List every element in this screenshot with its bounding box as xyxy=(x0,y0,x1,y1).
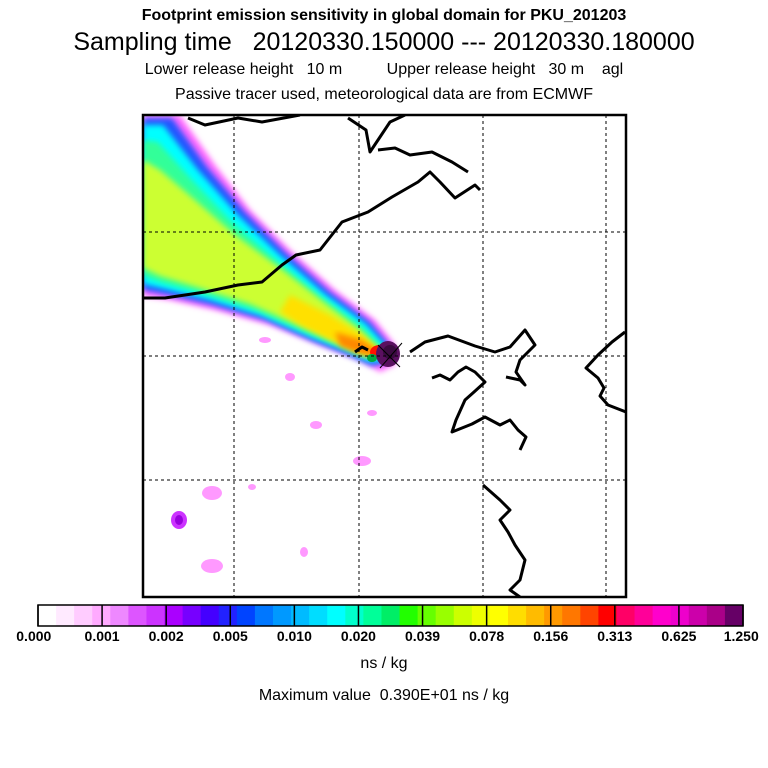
colorbar-swatch xyxy=(724,605,744,626)
colorbar-frame xyxy=(37,604,744,627)
colorbar-swatch xyxy=(110,605,129,626)
colorbar-tick-label: 0.020 xyxy=(340,628,376,644)
colorbar-tick-label: 0.000 xyxy=(16,628,52,644)
colorbar-swatch xyxy=(652,605,672,626)
colorbar-swatch xyxy=(544,605,563,626)
colorbar-swatch xyxy=(381,605,401,626)
colorbar-swatch xyxy=(182,605,202,626)
map-frame xyxy=(141,113,628,599)
colorbar-tick-label: 0.001 xyxy=(84,628,120,644)
colorbar-swatch xyxy=(417,605,437,626)
colorbar-swatch xyxy=(688,605,708,626)
plume xyxy=(143,115,400,573)
colorbar-swatch xyxy=(399,605,419,626)
colorbar-swatch xyxy=(616,605,636,626)
colorbar-tick-label: 1.250 xyxy=(723,628,759,644)
colorbar-swatch xyxy=(453,605,473,626)
colorbar-swatch xyxy=(38,605,57,626)
plume-core-green xyxy=(367,354,377,362)
colorbar-swatch xyxy=(345,605,364,626)
colorbar-swatch xyxy=(580,605,599,626)
colorbar-tick-label: 0.002 xyxy=(148,628,184,644)
release-heights: Lower release height 10 m Upper release … xyxy=(144,61,624,78)
colorbar-swatch xyxy=(670,605,690,626)
colorbar-swatch xyxy=(471,605,491,626)
colorbar-tick-label: 0.005 xyxy=(212,628,248,644)
colorbar-swatch xyxy=(236,605,256,626)
colorbar-swatch xyxy=(254,605,274,626)
colorbar-unit: ns / kg xyxy=(360,655,408,672)
colorbar-tick-label: 0.313 xyxy=(597,628,633,644)
colorbar-swatch xyxy=(435,605,455,626)
colorbar-swatch xyxy=(273,605,292,626)
colorbar-swatch xyxy=(56,605,75,626)
colorbar-tick-label: 0.078 xyxy=(469,628,505,644)
colorbar-swatch xyxy=(291,605,310,626)
colorbar xyxy=(37,604,744,627)
colorbar-swatch xyxy=(634,605,654,626)
plume-band-yellowgreen xyxy=(143,160,378,356)
colorbar-swatch xyxy=(327,605,346,626)
colorbar-swatch xyxy=(309,605,328,626)
colorbar-swatch xyxy=(146,605,166,626)
coastlines xyxy=(143,115,626,597)
colorbar-tick-label: 0.156 xyxy=(533,628,569,644)
colorbar-swatch xyxy=(489,605,509,626)
colorbar-swatch xyxy=(508,605,527,626)
colorbar-swatch xyxy=(363,605,383,626)
plot-title: Footprint emission sensitivity in global… xyxy=(141,7,627,24)
colorbar-swatch xyxy=(164,605,184,626)
colorbar-tick-label: 0.039 xyxy=(405,628,441,644)
colorbar-swatch xyxy=(200,605,220,626)
maximum-value: Maximum value 0.390E+01 ns / kg xyxy=(258,687,510,704)
colorbar-swatch xyxy=(562,605,581,626)
release-marker xyxy=(377,342,403,369)
colorbar-swatch xyxy=(218,605,238,626)
colorbar-swatch xyxy=(128,605,148,626)
tracer-note: Passive tracer used, meteorological data… xyxy=(175,86,593,103)
colorbar-swatch xyxy=(74,605,93,626)
map-grid xyxy=(143,115,626,597)
plume-band-orange xyxy=(335,332,380,357)
plume-core-peak xyxy=(383,345,397,359)
colorbar-tick-label: 0.010 xyxy=(276,628,312,644)
sampling-time: Sampling time 20120330.150000 --- 201203… xyxy=(73,28,695,56)
colorbar-tick-label: 0.625 xyxy=(661,628,697,644)
colorbar-swatch xyxy=(706,605,726,626)
colorbar-swatch xyxy=(598,605,618,626)
scatter-patches xyxy=(201,337,377,573)
colorbar-swatch xyxy=(526,605,545,626)
